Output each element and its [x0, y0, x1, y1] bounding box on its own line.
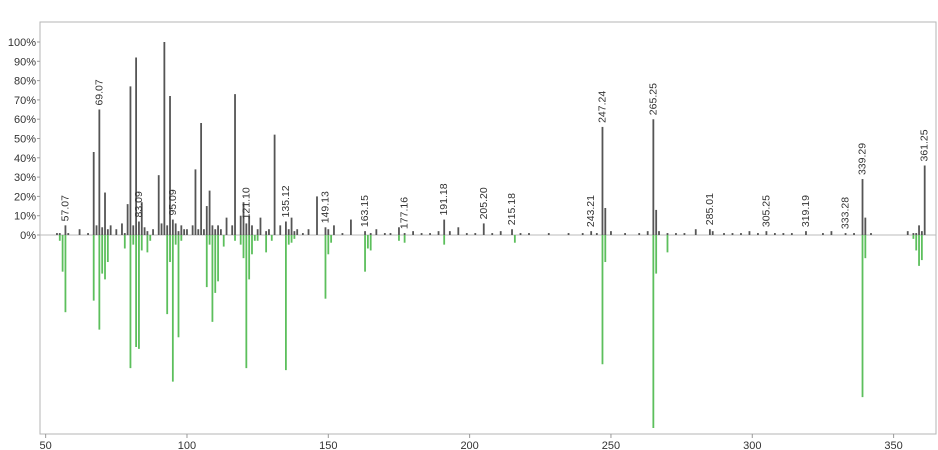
peak-label: 163.15: [359, 195, 371, 227]
y-tick-label: 60%: [14, 114, 36, 126]
y-tick-label: 10%: [14, 211, 36, 223]
peak-label: 243.21: [585, 195, 597, 227]
upper-spectrum-series: [56, 42, 926, 235]
x-tick-label: 300: [743, 440, 761, 450]
y-axis: 0% 10% 20% 30% 40% 50% 60% 70% 80% 90% 100%: [8, 37, 936, 242]
y-tick-label: 90%: [14, 56, 36, 68]
x-tick-label: 100: [178, 440, 196, 450]
x-tick-label: 150: [319, 440, 337, 450]
peak-label: 149.13: [319, 191, 331, 223]
peak-label: 121.10: [240, 187, 252, 219]
peak-label: 191.18: [438, 183, 450, 215]
x-tick-label: 50: [40, 440, 52, 450]
peak-label: 247.24: [596, 91, 608, 123]
peak-label: 285.01: [704, 193, 716, 225]
peak-label: 95.09: [167, 189, 179, 215]
peak-labels: 57.07 69.07 83.09 95.09 121.10 135.12 149.13 16…: [59, 79, 930, 229]
peak-label: 361.25: [919, 129, 931, 161]
y-tick-label: 50%: [14, 134, 36, 146]
x-tick-label: 200: [460, 440, 478, 450]
peak-label: 319.19: [800, 195, 812, 227]
peak-label: 333.28: [840, 197, 852, 229]
x-tick-label: 250: [602, 440, 620, 450]
peak-label: 215.18: [506, 193, 518, 225]
y-tick-label: 100%: [8, 37, 36, 49]
plot-frame: [39, 21, 937, 435]
peak-label: 69.07: [93, 79, 105, 105]
y-tick-label: 70%: [14, 95, 36, 107]
peak-label: 205.20: [478, 187, 490, 219]
peak-label: 57.07: [59, 195, 71, 221]
y-tick-label: 20%: [14, 191, 36, 203]
lower-spectrum-series: [58, 235, 923, 428]
peak-label: 135.12: [280, 185, 292, 217]
y-tick-label: 40%: [14, 153, 36, 165]
x-tick-label: 350: [884, 440, 902, 450]
peak-label: 339.29: [857, 143, 869, 175]
peak-label: 83.09: [133, 191, 145, 217]
y-tick-label: 30%: [14, 172, 36, 184]
y-tick-label: 80%: [14, 76, 36, 88]
x-axis: 50 100 150 200 250 300 350: [40, 434, 903, 450]
y-tick-label: 0%: [20, 230, 36, 242]
peak-label: 265.25: [647, 83, 659, 115]
peak-label: 305.25: [760, 195, 772, 227]
peak-label: 177.16: [399, 197, 411, 229]
